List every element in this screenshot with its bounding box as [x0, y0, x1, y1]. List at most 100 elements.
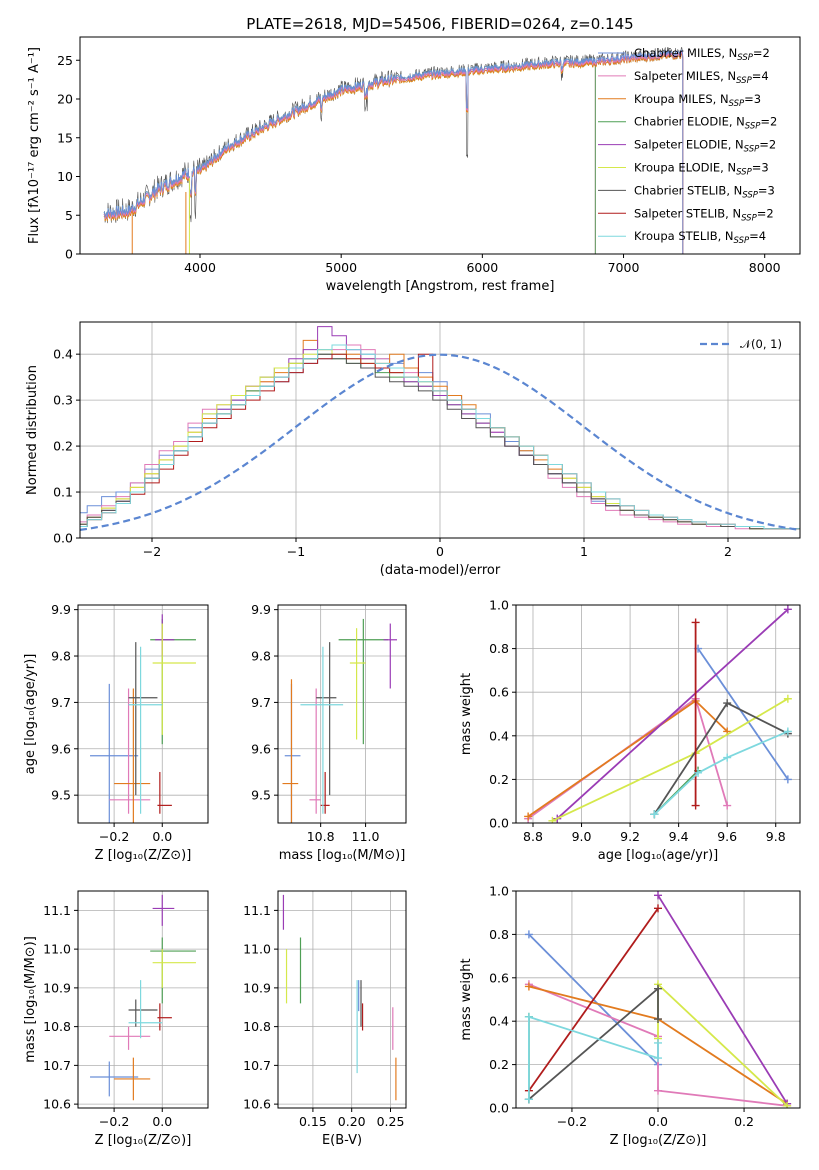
axes-frame	[77, 890, 209, 1109]
error-point	[128, 980, 163, 1039]
chart-title: PLATE=2618, MJD=54506, FIBERID=0264, z=0…	[246, 15, 633, 33]
x-tick-label: 2	[724, 544, 732, 559]
plus-marker	[654, 891, 662, 900]
plus-marker	[723, 801, 732, 810]
x-tick-label: 4000	[184, 260, 216, 275]
legend-entry: 𝒩(0, 1)	[740, 337, 782, 351]
axes-frame	[277, 604, 407, 824]
error-point	[114, 688, 151, 823]
legend-entry: Salpeter STELIB, NSSP=2	[634, 206, 774, 223]
y-tick-label: 9.6	[51, 741, 71, 756]
error-point	[109, 1026, 151, 1050]
y-tick-label: 5	[65, 208, 73, 223]
plus-marker	[691, 801, 700, 810]
error-point	[114, 1057, 151, 1101]
x-tick-label: 0.0	[152, 1114, 172, 1129]
error-point	[155, 614, 175, 657]
weight-line	[527, 699, 728, 818]
plot-area	[524, 605, 792, 823]
y-tick-label: 1.0	[489, 598, 509, 613]
panel-Z-vs-age: −0.2 0.0 9.5 9.6 9.7 9.8 9.9 Z [log₁₀(Z/Z⊙)] age…	[23, 602, 209, 863]
x-tick-label: 8.8	[523, 829, 543, 844]
x-tick-label: 6000	[466, 260, 498, 275]
plus-marker	[524, 982, 533, 991]
weight-line	[653, 701, 789, 815]
y-tick-label: 0.4	[53, 347, 73, 362]
y-tick-label: 15	[57, 130, 73, 145]
x-tick-label: 0.20	[338, 1114, 366, 1129]
plus-marker	[524, 930, 533, 939]
weight-line	[528, 983, 788, 1107]
plus-marker	[524, 1095, 533, 1104]
plus-marker	[783, 605, 792, 614]
x-tick-label: 9.2	[620, 829, 640, 844]
panel-Z-vs-mass: −0.2 0.0 10.6 10.7 10.8 10.9 11.0 11.1 Z [log₁₀(…	[23, 890, 209, 1148]
x-axis-label: wavelength [Angstrom, rest frame]	[326, 279, 555, 294]
y-axis-label: age [log₁₀(age/yr)]	[23, 654, 38, 775]
weight-series	[548, 694, 792, 823]
error-point	[316, 642, 337, 796]
x-tick-label: 9.6	[717, 829, 737, 844]
y-axis-label: mass weight	[459, 673, 474, 755]
spectrum-line	[103, 53, 684, 254]
x-tick-label: 9.0	[572, 829, 592, 844]
panel-age-vs-weight: 8.8 9.0 9.2 9.4 9.6 9.8 0.0 0.2 0.4 0.6 0.8 1.0 age …	[459, 598, 801, 863]
panel-mass-vs-age: 10.8 11.0 9.5 9.6 9.7 9.8 9.9 mass [log₁₀(M/M⊙)…	[251, 602, 407, 863]
error-point	[109, 688, 151, 814]
x-tick-label: 9.8	[766, 829, 786, 844]
y-tick-label: 0.2	[53, 439, 73, 454]
error-point	[128, 999, 158, 1027]
y-axis-label: Normed distribution	[25, 365, 40, 495]
plus-marker	[783, 694, 792, 703]
x-tick-label: 0.2	[734, 1114, 754, 1129]
x-tick-label: 0.25	[377, 1114, 405, 1129]
weight-series	[524, 904, 662, 1095]
y-tick-label: 9.5	[251, 788, 271, 803]
plot-area	[524, 891, 792, 1108]
error-point	[128, 642, 158, 796]
y-axis-label: mass [log₁₀(M/M⊙)]	[23, 936, 38, 1063]
axes-frame	[277, 890, 407, 1109]
plus-marker	[723, 699, 732, 708]
legend-entry: Kroupa ELODIE, NSSP=3	[634, 161, 769, 178]
y-tick-label: 9.9	[251, 602, 271, 617]
weight-series	[524, 1012, 662, 1104]
x-tick-label: −1	[287, 544, 305, 559]
y-tick-label: 10.8	[243, 1019, 271, 1034]
y-tick-label: 20	[57, 92, 73, 107]
x-axis-label: mass [log₁₀(M/M⊙)]	[279, 848, 406, 863]
x-tick-label: 0	[436, 544, 444, 559]
plus-marker	[524, 812, 533, 821]
plot-area	[282, 894, 397, 1101]
x-tick-label: 0.15	[299, 1114, 327, 1129]
x-tick-label: 8000	[749, 260, 781, 275]
error-point	[284, 683, 301, 823]
legend-entry: Salpeter ELODIE, NSSP=2	[634, 138, 776, 155]
error-point	[150, 618, 196, 745]
error-point	[90, 1061, 139, 1097]
weight-series	[650, 727, 792, 819]
panel-Z-vs-weight: −0.2 0.0 0.2 0.0 0.2 0.4 0.6 0.8 1.0 Z [log₁₀(Z/Z…	[459, 884, 801, 1148]
y-axis-label: Flux [fλ10⁻¹⁷ erg cm⁻² s⁻¹ A⁻¹]	[27, 47, 42, 244]
plot-area	[90, 614, 196, 823]
weight-line	[528, 907, 659, 1092]
y-tick-label: 0.1	[53, 485, 73, 500]
y-tick-label: 11.1	[243, 903, 271, 918]
plus-marker	[783, 1101, 792, 1108]
y-tick-label: 9.9	[51, 602, 71, 617]
x-tick-label: 0.0	[648, 1114, 668, 1129]
error-point	[152, 949, 196, 988]
weight-line	[528, 1015, 659, 1100]
y-tick-label: 9.8	[251, 649, 271, 664]
legend-entry: Chabrier STELIB, NSSP=3	[634, 183, 775, 200]
weight-series	[524, 694, 732, 823]
x-axis-label: (data-model)/error	[380, 563, 501, 578]
y-tick-label: 11.1	[43, 903, 71, 918]
plot-area	[90, 894, 196, 1101]
plus-marker	[723, 753, 732, 762]
y-tick-label: 10.6	[43, 1097, 71, 1112]
plus-marker	[694, 768, 703, 777]
plus-marker	[691, 618, 700, 627]
error-point	[349, 628, 366, 740]
